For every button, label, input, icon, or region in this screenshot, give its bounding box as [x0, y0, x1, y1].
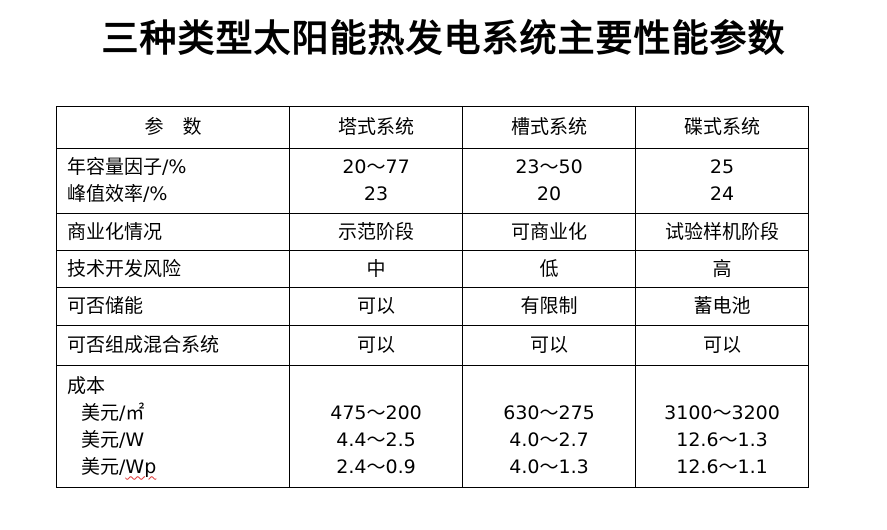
value-line: 4.0～1.3 [509, 455, 589, 478]
header-param: 参 数 [56, 106, 290, 149]
table-row: 可否储能 可以 有限制 蓄电池 [56, 287, 809, 326]
value-line [290, 373, 462, 400]
trough-cell: 有限制 [462, 287, 636, 326]
value-line: 20 [536, 183, 562, 205]
unit-text: 美元/Wp [81, 455, 157, 478]
param-cell: 技术开发风险 [56, 250, 290, 288]
tower-cell: 示范阶段 [289, 213, 463, 251]
value-line: 2.4～0.9 [336, 455, 416, 478]
dish-cell: 可以 [635, 325, 809, 366]
value-line: 25 [709, 156, 735, 178]
value-line: 4.4～2.5 [336, 428, 416, 451]
trough-cell: 630～275 4.0～2.7 4.0～1.3 [462, 365, 636, 488]
param-cell: 可否储能 [56, 287, 290, 326]
value-line: 630～275 [503, 401, 595, 424]
dish-cell: 高 [635, 250, 809, 288]
param-cell: 成本 美元/㎡ 美元/W 美元/Wp [56, 365, 290, 488]
spellcheck-underline: Wp [125, 455, 157, 478]
value-line: 24 [709, 183, 735, 205]
param-line: 美元/W [81, 428, 145, 451]
table-row: 技术开发风险 中 低 高 [56, 250, 809, 288]
trough-cell: 23～50 20 [462, 148, 636, 214]
value-line: 20～77 [342, 156, 410, 178]
tower-cell: 475～200 4.4～2.5 2.4～0.9 [289, 365, 463, 488]
value-line: 12.6～1.3 [676, 428, 768, 451]
dish-cell: 3100～3200 12.6～1.3 12.6～1.1 [635, 365, 809, 488]
param-line: 峰值效率/% [67, 183, 168, 205]
value-line: 23 [363, 183, 389, 205]
tower-cell: 中 [289, 250, 463, 288]
dish-cell: 蓄电池 [635, 287, 809, 326]
header-dish: 碟式系统 [635, 106, 809, 149]
table-row: 商业化情况 示范阶段 可商业化 试验样机阶段 [56, 213, 809, 251]
dish-cell: 试验样机阶段 [635, 213, 809, 251]
value-line: 12.6～1.1 [676, 455, 768, 478]
header-tower: 塔式系统 [289, 106, 463, 149]
header-trough: 槽式系统 [462, 106, 636, 149]
dish-cell: 25 24 [635, 148, 809, 214]
value-line: 23～50 [515, 156, 583, 178]
param-line: 美元/㎡ [81, 401, 145, 424]
table-row: 年容量因子/% 峰值效率/% 20～77 23 23～50 20 25 24 [56, 148, 809, 214]
page-title: 三种类型太阳能热发电系统主要性能参数 [101, 17, 786, 60]
param-cell: 年容量因子/% 峰值效率/% [56, 148, 290, 214]
value-line: 4.0～2.7 [509, 428, 589, 451]
table-row: 可否组成混合系统 可以 可以 可以 [56, 325, 809, 366]
tower-cell: 20～77 23 [289, 148, 463, 214]
table-header-row: 参 数 塔式系统 槽式系统 碟式系统 [56, 106, 809, 149]
param-line: 美元/Wp [67, 454, 289, 481]
table-row: 成本 美元/㎡ 美元/W 美元/Wp 475～200 4.4～2.5 2.4～0… [56, 365, 809, 488]
tower-cell: 可以 [289, 325, 463, 366]
param-cell: 可否组成混合系统 [56, 325, 290, 366]
param-line: 成本 [67, 374, 106, 397]
trough-cell: 可商业化 [462, 213, 636, 251]
param-cell: 商业化情况 [56, 213, 290, 251]
value-line: 475～200 [330, 401, 422, 424]
value-line [463, 373, 635, 400]
param-line: 年容量因子/% [67, 156, 187, 178]
trough-cell: 可以 [462, 325, 636, 366]
tower-cell: 可以 [289, 287, 463, 326]
trough-cell: 低 [462, 250, 636, 288]
performance-table: 参 数 塔式系统 槽式系统 碟式系统 年容量因子/% 峰值效率/% 20～77 … [56, 106, 809, 488]
value-line: 3100～3200 [664, 401, 780, 424]
value-line [636, 373, 808, 400]
